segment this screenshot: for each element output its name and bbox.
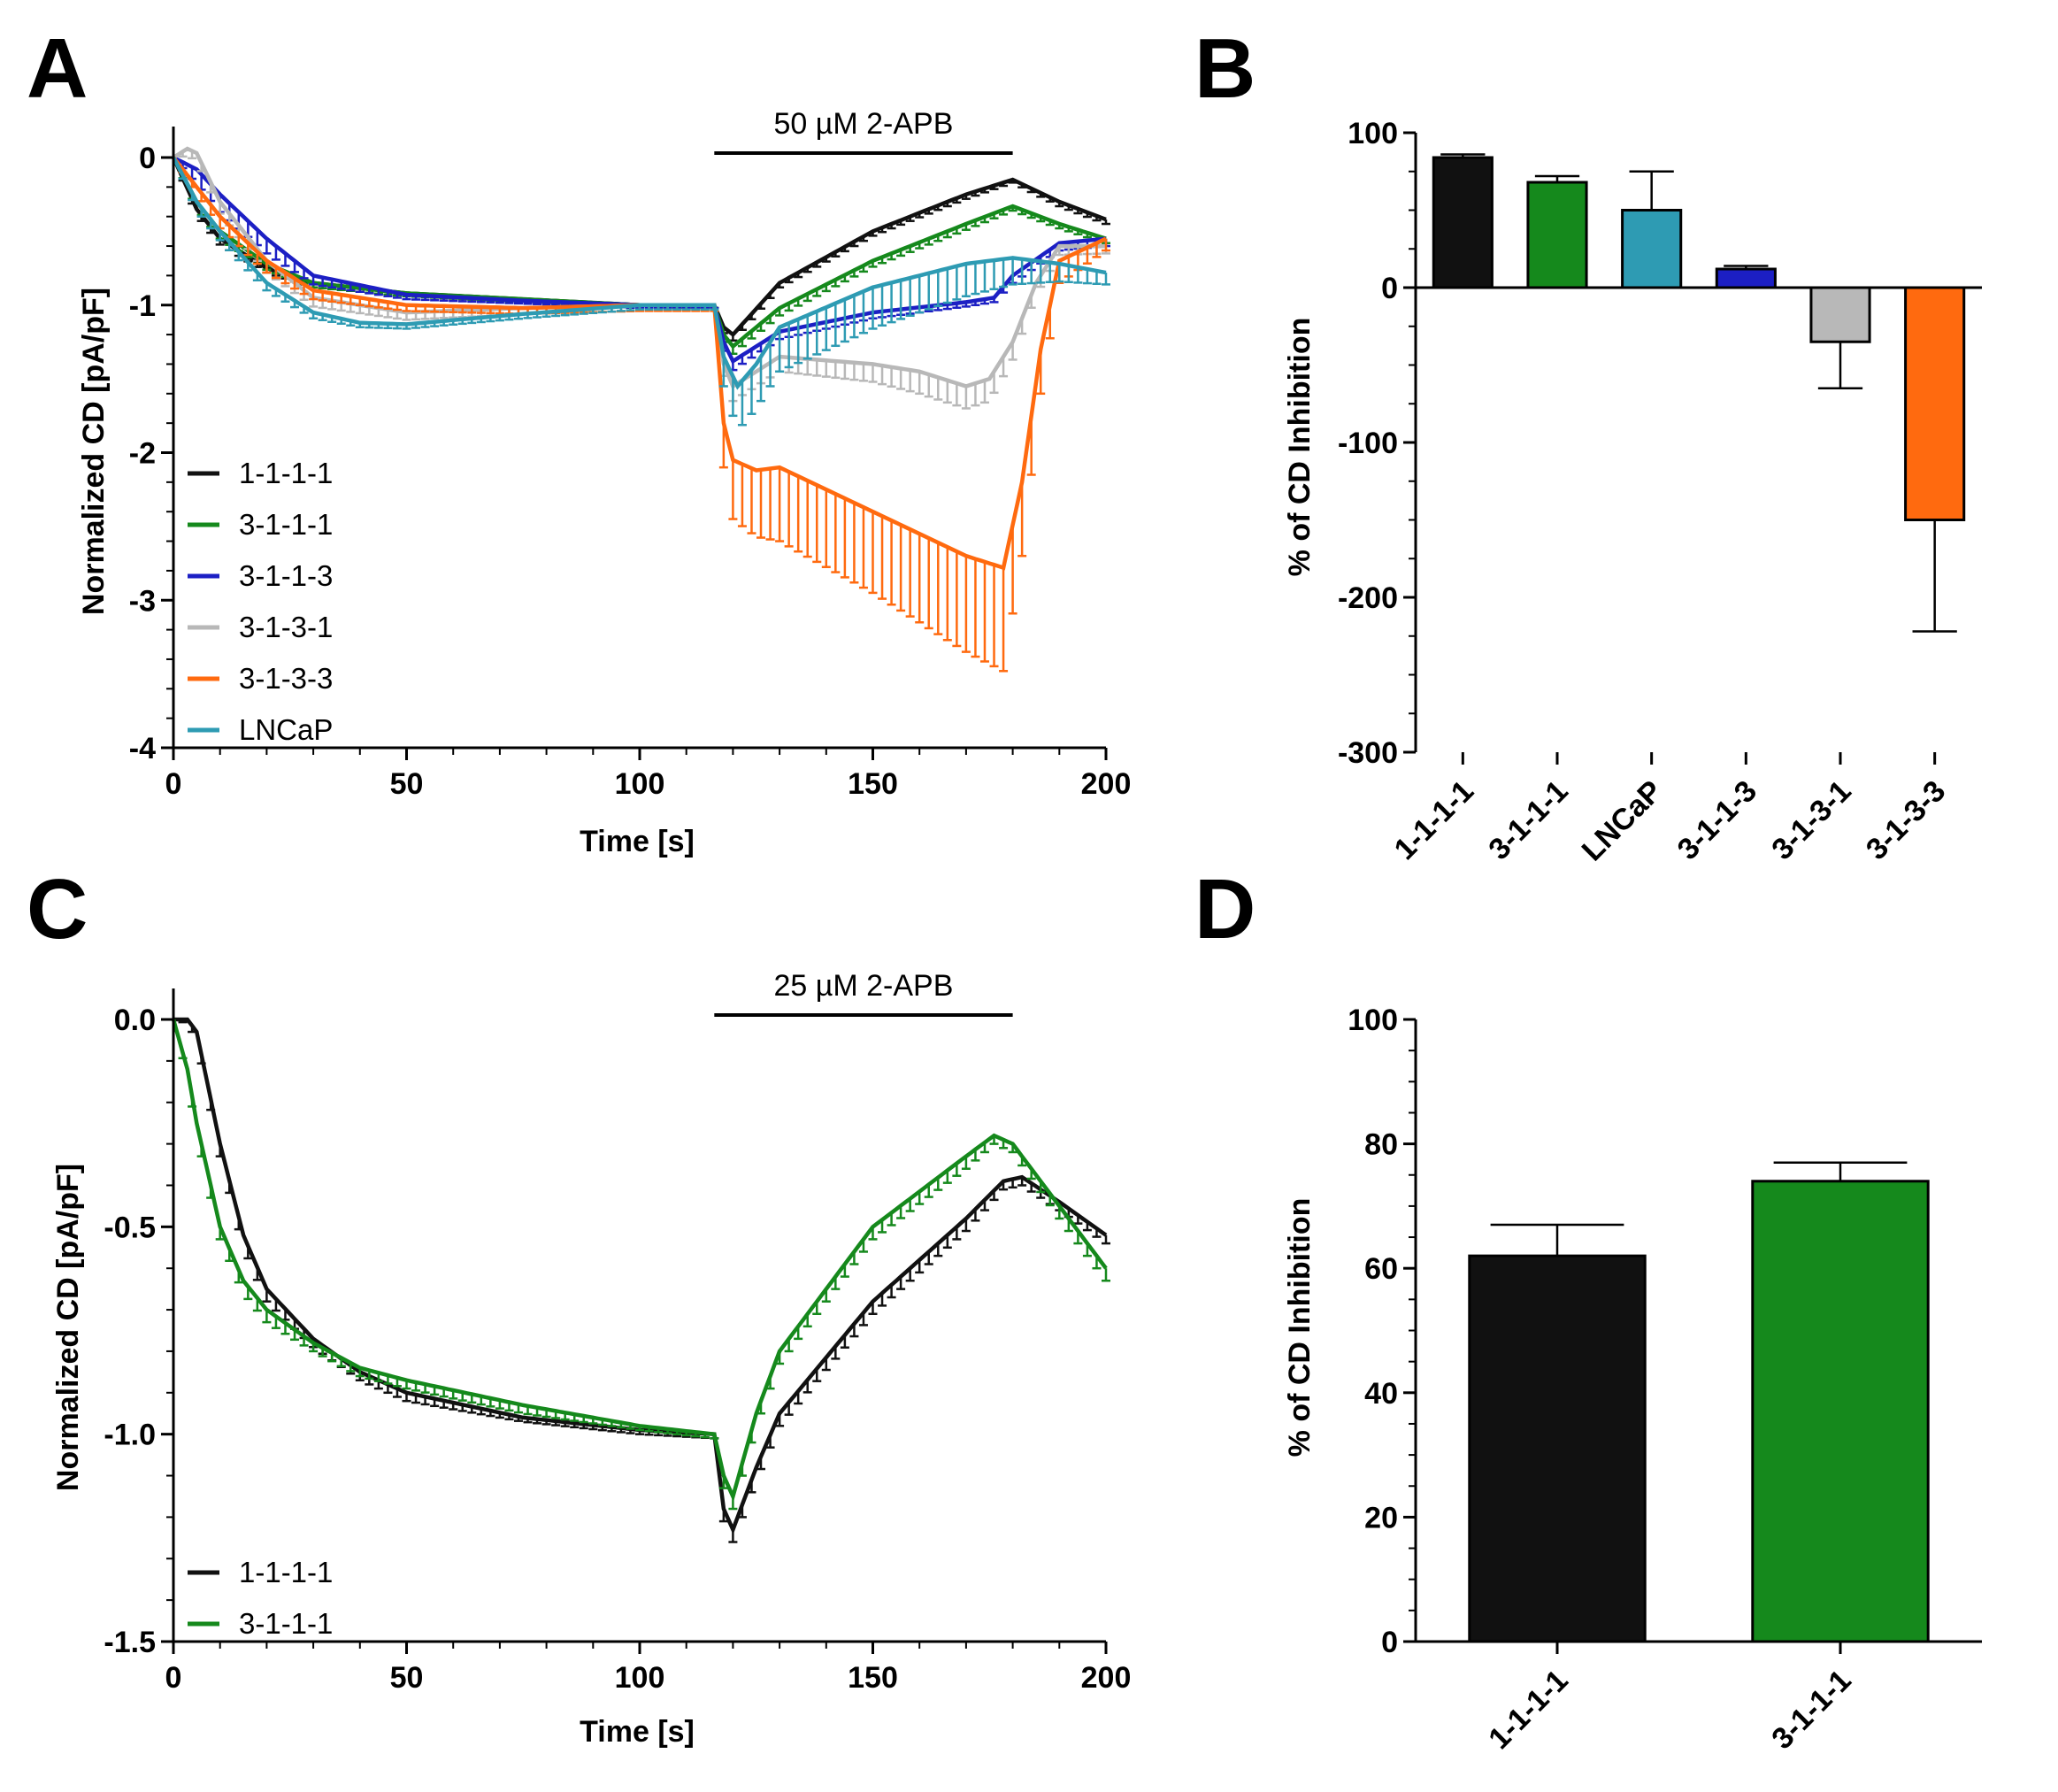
y-tick-label: -1.5 bbox=[104, 1626, 156, 1659]
legend-label-3-1-1-1: 3-1-1-1 bbox=[239, 508, 333, 541]
series-group-c bbox=[171, 1017, 1110, 1543]
x-tick-label-3-1-3-1: 3-1-3-1 bbox=[1765, 774, 1857, 866]
chart-a: 50 µM 2-APB 0 50 100 150 200 -4 -3 -2 -1 0 Time [… bbox=[77, 107, 1131, 858]
y-tick-label: -4 bbox=[129, 732, 156, 765]
series-1-1-1-1 bbox=[173, 1017, 1110, 1543]
series-group-a bbox=[171, 146, 1110, 673]
x-tick-label: 50 bbox=[390, 1661, 424, 1695]
y-axis-title-c: Normalized CD [pA/pF] bbox=[51, 1164, 85, 1491]
bar-3-1-1-1 bbox=[1526, 181, 1588, 289]
chart-d: 1-1-1-1 3-1-1-1 0 20 40 60 80 100 % of CD Inhi… bbox=[1283, 1004, 1982, 1756]
bar-group-3-1-3-3: 3-1-3-3 bbox=[1860, 286, 1966, 866]
bars-d: 1-1-1-1 3-1-1-1 bbox=[1468, 1161, 1930, 1756]
panel-letter-a: A bbox=[27, 21, 88, 116]
y-tick-label: 100 bbox=[1348, 1004, 1398, 1037]
series-line-1-1-1-1 bbox=[173, 1017, 1108, 1535]
bar-group-3-1-1-3: 3-1-1-3 bbox=[1671, 265, 1777, 866]
bar-group-3-1-3-1: 3-1-3-1 bbox=[1765, 286, 1871, 866]
y-tick-label: 0 bbox=[1381, 272, 1398, 305]
y-tick-label: -300 bbox=[1338, 736, 1398, 770]
y-tick-label: -1 bbox=[129, 289, 156, 323]
x-tick-label-3-1-1-3: 3-1-1-3 bbox=[1671, 774, 1763, 866]
x-tick-label-1-1-1-1: 1-1-1-1 bbox=[1388, 774, 1480, 866]
bar-group-1-1-1-1: 1-1-1-1 bbox=[1388, 153, 1494, 866]
bar-group-3-1-1-1: 3-1-1-1 bbox=[1482, 174, 1588, 866]
x-tick-label: 100 bbox=[615, 767, 665, 801]
panel-letter-d: D bbox=[1194, 862, 1256, 957]
series-line-3-1-3-3 bbox=[172, 156, 1107, 571]
axes-b: -300 -200 -100 0 100 bbox=[1338, 117, 1982, 770]
chart-c: 25 µM 2-APB 0 50 100 150 200-1.5-1.0-0.50.0 … bbox=[51, 969, 1131, 1749]
x-tick-label-LNCaP: LNCaP bbox=[1576, 774, 1670, 868]
legend-c: 1-1-1-1 3-1-1-1 bbox=[188, 1556, 333, 1640]
y-tick-label: 0 bbox=[1381, 1626, 1398, 1659]
bar-1-1-1-1 bbox=[1468, 1254, 1647, 1643]
x-tick-label-3-1-3-3: 3-1-3-3 bbox=[1860, 774, 1952, 866]
annotation-text-a: 50 µM 2-APB bbox=[774, 107, 954, 141]
bar-group-LNCaP: LNCaP bbox=[1576, 170, 1683, 868]
series-line-3-1-1-3 bbox=[172, 155, 1107, 365]
axes-d: 0 20 40 60 80 100 bbox=[1348, 1004, 1982, 1659]
x-tick-label-3-1-1-1: 3-1-1-1 bbox=[1482, 774, 1574, 866]
y-tick-label: 100 bbox=[1348, 117, 1398, 150]
x-tick-label-1-1-1-1: 1-1-1-1 bbox=[1482, 1664, 1574, 1756]
x-tick-label: 150 bbox=[848, 1661, 898, 1695]
y-axis-title-b: % of CD Inhibition bbox=[1283, 318, 1317, 577]
y-tick-label: 60 bbox=[1364, 1252, 1398, 1286]
legend-label-3-1-3-3: 3-1-3-3 bbox=[239, 662, 333, 695]
legend-label-3-1-3-1: 3-1-3-1 bbox=[239, 611, 333, 643]
bar-3-1-3-3 bbox=[1904, 286, 1966, 521]
legend-label-3-1-1-1: 3-1-1-1 bbox=[239, 1607, 333, 1640]
legend-label-3-1-1-3: 3-1-1-3 bbox=[239, 559, 333, 592]
axes-c: 0 50 100 150 200 -1.5 -1.0 -0.5 0.0 bbox=[104, 988, 1131, 1695]
x-axis-title-c: Time [s] bbox=[580, 1715, 695, 1749]
x-tick-label: 100 bbox=[615, 1661, 665, 1695]
y-tick-label: 40 bbox=[1364, 1377, 1398, 1411]
x-tick-label-3-1-1-1: 3-1-1-1 bbox=[1765, 1664, 1857, 1756]
y-tick-label: -2 bbox=[129, 437, 156, 471]
y-tick-label: 20 bbox=[1364, 1501, 1398, 1534]
y-tick-label: 0 bbox=[139, 142, 156, 175]
panel-letter-b: B bbox=[1194, 21, 1256, 116]
bar-3-1-3-1 bbox=[1809, 286, 1871, 343]
y-axis-title-a: Normalized CD [pA/pF] bbox=[77, 288, 111, 615]
series-3-1-3-3 bbox=[172, 156, 1110, 673]
bar-group-1-1-1-1: 1-1-1-1 bbox=[1468, 1223, 1647, 1756]
legend-a: 1-1-1-1 3-1-1-1 3-1-1-3 3-1-3-1 3-1-3-3 LNCaP bbox=[188, 457, 333, 746]
bar-3-1-1-3 bbox=[1715, 267, 1777, 289]
y-tick-label: -0.5 bbox=[104, 1211, 156, 1244]
y-axis-title-d: % of CD Inhibition bbox=[1283, 1198, 1317, 1457]
y-tick-label: -3 bbox=[129, 584, 156, 618]
x-tick-label: 200 bbox=[1081, 1661, 1132, 1695]
bar-LNCaP bbox=[1621, 209, 1683, 289]
series-line-LNCaP bbox=[172, 156, 1107, 390]
series-3-1-1-1 bbox=[171, 1019, 1110, 1511]
chart-b: 1-1-1-1 3-1-1-1 LNCaP 3-1-1-3 3-1-3-1 3-1-3-3… bbox=[1283, 117, 1982, 867]
bars-b: 1-1-1-1 3-1-1-1 LNCaP 3-1-1-3 3-1-3-1 3-1-3-3 bbox=[1388, 153, 1966, 868]
y-tick-label: -200 bbox=[1338, 581, 1398, 615]
legend-label-1-1-1-1: 1-1-1-1 bbox=[239, 457, 333, 489]
legend-label-LNCaP: LNCaP bbox=[239, 713, 333, 746]
x-tick-label: 150 bbox=[848, 767, 898, 801]
bar-1-1-1-1 bbox=[1432, 156, 1494, 289]
y-tick-label: 80 bbox=[1364, 1128, 1398, 1162]
y-tick-label: -1.0 bbox=[104, 1419, 156, 1452]
bar-group-3-1-1-1: 3-1-1-1 bbox=[1751, 1161, 1930, 1756]
series-LNCaP bbox=[172, 156, 1110, 427]
annotation-text-c: 25 µM 2-APB bbox=[774, 969, 954, 1003]
x-tick-label: 50 bbox=[390, 767, 424, 801]
y-tick-label: -100 bbox=[1338, 427, 1398, 460]
legend-label-1-1-1-1: 1-1-1-1 bbox=[239, 1556, 333, 1588]
axes-a: 0 50 100 150 200 -4 -3 -2 -1 0 bbox=[129, 127, 1132, 801]
y-tick-label: 0.0 bbox=[114, 1004, 156, 1037]
series-3-1-1-1 bbox=[172, 156, 1110, 356]
x-tick-label: 200 bbox=[1081, 767, 1132, 801]
x-tick-label: 0 bbox=[165, 1661, 182, 1695]
bar-3-1-1-1 bbox=[1751, 1180, 1930, 1643]
series-line-3-1-1-1 bbox=[171, 1019, 1108, 1503]
x-axis-title-a: Time [s] bbox=[580, 825, 695, 858]
x-tick-label: 0 bbox=[165, 767, 182, 801]
panel-letter-c: C bbox=[27, 862, 88, 957]
